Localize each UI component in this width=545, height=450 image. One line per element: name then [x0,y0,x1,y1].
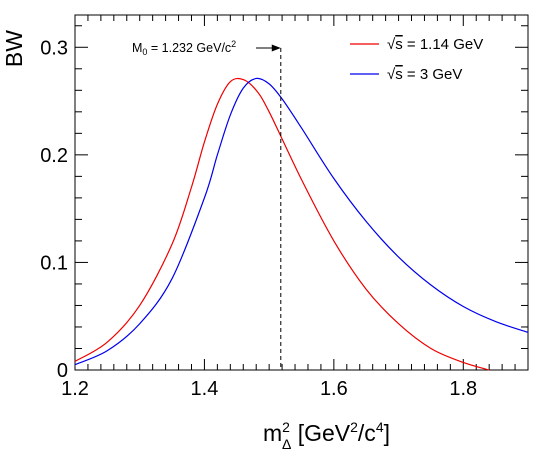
m0-annotation-label: M0 = 1.232 GeV/c2 [132,39,236,57]
m0-arrowhead [271,44,281,52]
m0-annotation: M0 = 1.232 GeV/c2 [132,39,282,370]
legend-label-blue: √s = 3 GeV [387,66,462,83]
plot-frame [74,14,529,371]
y-tick-label: 0.3 [40,37,68,59]
x-tick-label: 1.6 [320,378,348,400]
series-line-red [74,77,490,371]
legend-label-red: √s = 1.14 GeV [387,36,483,53]
series-line-blue [74,77,529,366]
plot-area: 1.2 1.4 1.6 1.8 0 0.1 0.2 0.3 [40,14,529,400]
y-tick-label: 0.2 [40,145,68,167]
x-tick-label: 1.2 [61,378,89,400]
y-tick-label: 0.1 [40,252,68,274]
x-tick-label: 1.8 [449,378,477,400]
y-axis-label: BW [1,30,27,67]
x-axis-label: m2 Δ [GeV2/c4] [263,419,390,450]
legend: √s = 1.14 GeV √s = 3 GeV [350,36,483,83]
y-tick-label: 0 [57,360,68,382]
x-tick-label: 1.4 [191,378,219,400]
